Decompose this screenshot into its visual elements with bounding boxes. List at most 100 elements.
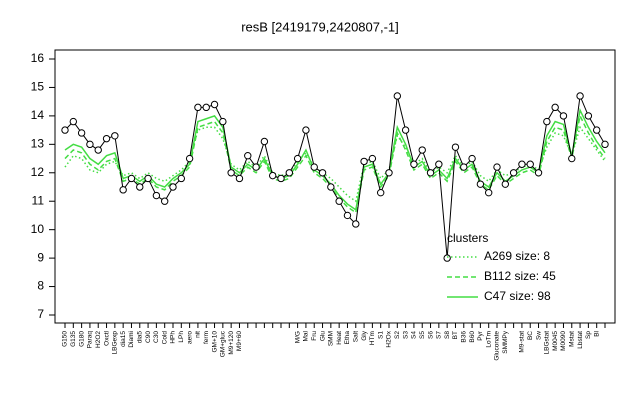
- y-tick-label: 8: [37, 279, 44, 293]
- point: [119, 186, 127, 194]
- point: [435, 160, 443, 168]
- point: [559, 112, 568, 120]
- point: [501, 180, 510, 188]
- point: [244, 152, 252, 160]
- point: [219, 117, 227, 126]
- y-tick-label: 10: [31, 222, 45, 236]
- point: [568, 154, 576, 163]
- point: [177, 174, 186, 183]
- point: [235, 174, 244, 183]
- y-tick-label: 7: [37, 307, 44, 321]
- x-tick-label: dia15: [120, 331, 127, 347]
- point: [601, 140, 609, 149]
- y-tick-label: 15: [31, 80, 45, 94]
- point: [592, 126, 601, 134]
- x-tick-label: Fru: [311, 331, 318, 341]
- point: [94, 146, 102, 154]
- x-tick-label: Sw: [535, 331, 542, 340]
- y-tick-label: 9: [37, 250, 44, 264]
- point: [518, 160, 526, 168]
- point: [509, 169, 518, 177]
- x-tick-label: G135: [70, 331, 77, 347]
- point: [343, 211, 352, 220]
- point: [551, 103, 559, 112]
- point: [526, 160, 534, 168]
- point: [401, 126, 410, 134]
- x-tick-label: nit: [195, 331, 202, 338]
- x-tick-label: LBGstat: [544, 331, 551, 355]
- point: [460, 163, 468, 171]
- x-tick-label: BT: [452, 331, 459, 339]
- x-tick-label: aero: [186, 331, 193, 344]
- point: [327, 183, 335, 191]
- x-tick-label: Glu: [319, 331, 326, 342]
- y-tick-label: 14: [31, 108, 45, 122]
- x-tick-label: S1: [377, 331, 384, 339]
- y-tick-label: 13: [31, 137, 45, 151]
- point: [335, 197, 343, 205]
- x-tick-label: BC: [527, 331, 534, 340]
- point: [202, 103, 210, 112]
- point: [194, 103, 202, 112]
- point: [443, 254, 451, 262]
- x-tick-label: M/G: [294, 331, 301, 343]
- x-tick-label: Lbstat: [577, 331, 584, 349]
- x-tick-label: SMMPy: [502, 330, 509, 354]
- x-tick-label: Diami: [128, 331, 135, 348]
- point: [576, 92, 584, 100]
- x-tick-label: dia5: [136, 331, 143, 344]
- x-tick-label: Paraq: [87, 331, 94, 349]
- point: [352, 220, 360, 228]
- y-tick-label: 11: [32, 193, 45, 207]
- point: [152, 191, 161, 200]
- chart-title: resB [2419179,2420807,-1]: [241, 19, 399, 34]
- x-tick-label: Bl: [593, 330, 600, 336]
- x-tick-label: LoTm: [485, 331, 492, 348]
- x-tick-label: Salt: [352, 331, 359, 342]
- point: [277, 174, 285, 183]
- point: [484, 188, 493, 197]
- y-tick-label: 12: [31, 165, 45, 179]
- x-tick-label: LBGexp: [112, 331, 119, 355]
- x-tick-label: H2Ox: [386, 330, 393, 347]
- x-tick-label: M0045: [552, 331, 559, 351]
- x-tick-label: G180: [78, 331, 85, 347]
- point: [86, 140, 94, 149]
- x-tick-label: S7: [436, 331, 443, 339]
- x-tick-label: LPh: [178, 331, 185, 343]
- line: [64, 113, 606, 214]
- x-tick-label: G150: [62, 331, 69, 347]
- point: [102, 134, 111, 143]
- point: [451, 143, 460, 151]
- x-tick-label: B36: [460, 331, 467, 343]
- x-tick-label: Heat: [336, 331, 343, 345]
- point: [368, 154, 377, 163]
- y-tick-label: 16: [31, 51, 45, 65]
- point: [310, 163, 318, 171]
- point: [260, 137, 269, 146]
- x-tick-label: M9-stat: [519, 331, 526, 353]
- x-tick-label: Sp: [585, 331, 592, 339]
- x-tick-label: Etha: [344, 331, 351, 345]
- x-tick-label: GM+gluc: [220, 330, 227, 357]
- x-tick-label: Gly: [361, 330, 368, 341]
- legend-label: B112 size: 45: [484, 269, 556, 283]
- point: [410, 160, 418, 168]
- point: [360, 157, 368, 166]
- x-tick-label: Oxctl: [103, 330, 110, 345]
- point: [493, 163, 501, 171]
- x-tick-label: HPh: [170, 331, 177, 344]
- legend-title: clusters: [447, 231, 488, 245]
- x-tick-label: SMM: [328, 331, 335, 346]
- point: [285, 169, 294, 177]
- point: [144, 174, 152, 183]
- point: [210, 100, 219, 109]
- x-tick-label: Gluconate: [494, 331, 501, 361]
- point: [302, 126, 310, 134]
- point: [385, 169, 393, 177]
- x-tick-label: M9+60: [236, 331, 243, 351]
- x-tick-label: S4: [411, 331, 418, 339]
- x-tick-label: Mstat: [568, 331, 575, 347]
- point: [77, 129, 86, 137]
